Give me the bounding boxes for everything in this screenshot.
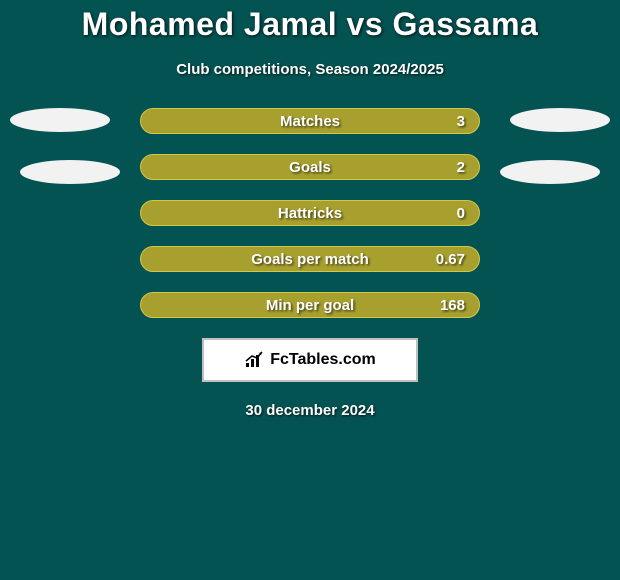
stat-label: Goals per match xyxy=(141,251,479,268)
page-subtitle: Club competitions, Season 2024/2025 xyxy=(0,61,620,78)
decorative-ellipse xyxy=(500,160,600,184)
stat-label: Goals xyxy=(141,159,479,176)
chart-icon xyxy=(244,351,264,369)
source-badge: FcTables.com xyxy=(202,338,418,382)
stat-label: Min per goal xyxy=(141,297,479,314)
stat-value-right: 0 xyxy=(457,205,465,222)
decorative-ellipse xyxy=(20,160,120,184)
stat-row: Min per goal168 xyxy=(140,292,480,318)
stats-container: Matches3Goals2Hattricks0Goals per match0… xyxy=(0,108,620,318)
stat-row: Matches3 xyxy=(140,108,480,134)
stat-row: Hattricks0 xyxy=(140,200,480,226)
source-badge-text: FcTables.com xyxy=(270,351,376,369)
stat-row: Goals per match0.67 xyxy=(140,246,480,272)
stat-value-right: 3 xyxy=(457,113,465,130)
stat-value-right: 168 xyxy=(440,297,465,314)
stat-label: Hattricks xyxy=(141,205,479,222)
date-label: 30 december 2024 xyxy=(0,402,620,419)
stat-label: Matches xyxy=(141,113,479,130)
page-title: Mohamed Jamal vs Gassama xyxy=(0,0,620,43)
decorative-ellipse xyxy=(510,108,610,132)
stat-value-right: 2 xyxy=(457,159,465,176)
stat-value-right: 0.67 xyxy=(436,251,465,268)
decorative-ellipse xyxy=(10,108,110,132)
stat-row: Goals2 xyxy=(140,154,480,180)
